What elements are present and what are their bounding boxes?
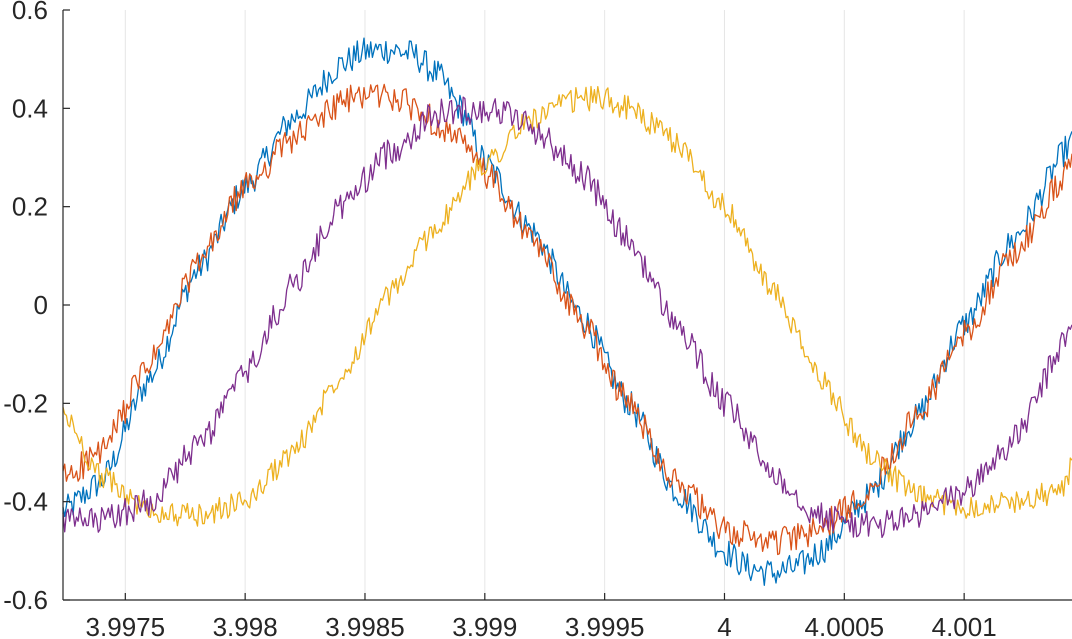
series-line-2 [62, 83, 1072, 556]
y-tick-label: -0.4 [3, 487, 48, 517]
x-tick-label: 3.999 [452, 612, 517, 639]
y-tick-label: 0.4 [12, 93, 48, 123]
series-layer [62, 37, 1072, 586]
y-tick-label: -0.6 [3, 585, 48, 615]
y-tick-label: 0.2 [12, 192, 48, 222]
tick-layer: 3.9975 3.998 3.9985 3.999 3.9995 4 4.0005 4.001… [3, 0, 997, 639]
x-tick-label: 4.001 [932, 612, 997, 639]
x-tick-label: 3.998 [213, 612, 278, 639]
series-line-1 [62, 37, 1072, 586]
x-tick-label: 3.9995 [565, 612, 645, 639]
y-tick-label: 0 [34, 290, 48, 320]
series-line-4 [62, 96, 1072, 539]
x-tick-label: 4.0005 [805, 612, 885, 639]
y-tick-label: 0.6 [12, 0, 48, 25]
x-tick-label: 3.9975 [86, 612, 166, 639]
y-tick-label: -0.2 [3, 388, 48, 418]
series-line-3 [62, 85, 1072, 527]
x-tick-label: 3.9985 [325, 612, 405, 639]
x-tick-label: 4 [717, 612, 731, 639]
axis-layer [62, 10, 1072, 601]
